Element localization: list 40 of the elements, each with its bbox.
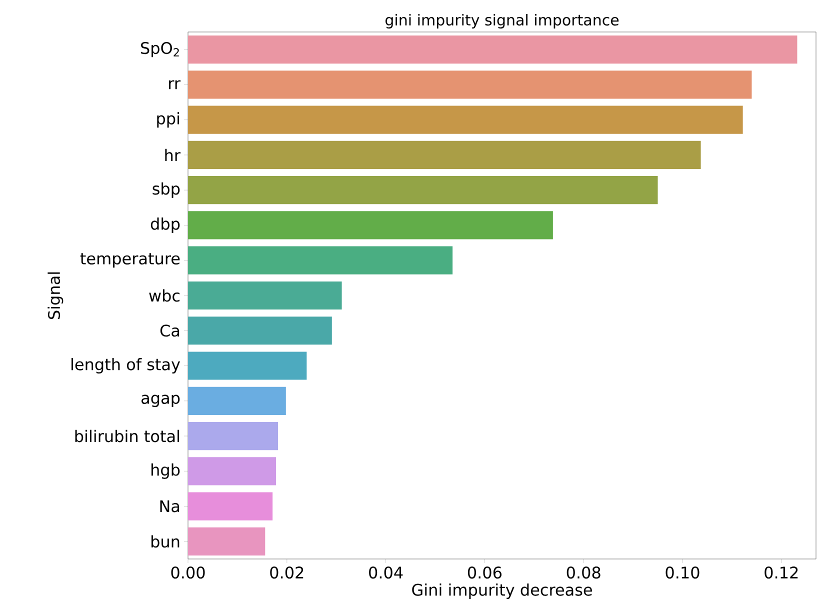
bar xyxy=(188,36,798,64)
bar xyxy=(188,492,273,520)
y-axis-title: Signal xyxy=(48,272,64,319)
y-tick-label: Ca xyxy=(160,324,180,337)
y-tick-label: rr xyxy=(169,80,180,90)
y-tick-label: agap xyxy=(142,394,180,408)
y-tick-label: hr xyxy=(165,148,180,162)
x-tick-label: 0.00 xyxy=(171,566,205,579)
x-tick-label: 0.08 xyxy=(566,566,600,579)
bar xyxy=(188,316,332,345)
y-tick-label: sbp xyxy=(152,182,180,198)
y-tick-label: SpO$_{2}$ xyxy=(141,42,179,58)
bar xyxy=(188,527,266,556)
chart-title: gini impurity signal importance xyxy=(386,14,619,28)
bar xyxy=(188,386,286,415)
bar xyxy=(188,422,278,450)
x-axis-title: Gini impurity decrease xyxy=(412,583,592,599)
x-tick-label: 0.06 xyxy=(468,566,502,579)
x-tick-label: 0.10 xyxy=(666,566,700,579)
y-tick-label: temperature xyxy=(80,253,180,268)
y-tick-label: length of stay xyxy=(72,358,180,374)
y-tick-label: dbp xyxy=(150,217,180,233)
x-tick-label: 0.04 xyxy=(369,566,403,579)
y-tick-label: hgb xyxy=(151,463,180,479)
bar xyxy=(188,246,453,274)
bar xyxy=(188,140,701,170)
y-tick-label: wbc xyxy=(149,289,180,302)
bar xyxy=(188,70,752,99)
bar xyxy=(188,457,276,486)
y-tick-label: ppi xyxy=(157,112,180,128)
bar xyxy=(188,106,743,134)
y-tick-label: bilirubin total xyxy=(75,430,180,442)
bar xyxy=(188,352,307,380)
bar xyxy=(188,211,553,240)
y-tick-label: Na xyxy=(160,500,180,512)
x-tick-label: 0.02 xyxy=(270,566,304,579)
bar xyxy=(188,176,658,204)
y-tick-label: bun xyxy=(152,535,180,548)
x-tick-label: 0.12 xyxy=(764,566,798,579)
bar xyxy=(188,281,342,310)
